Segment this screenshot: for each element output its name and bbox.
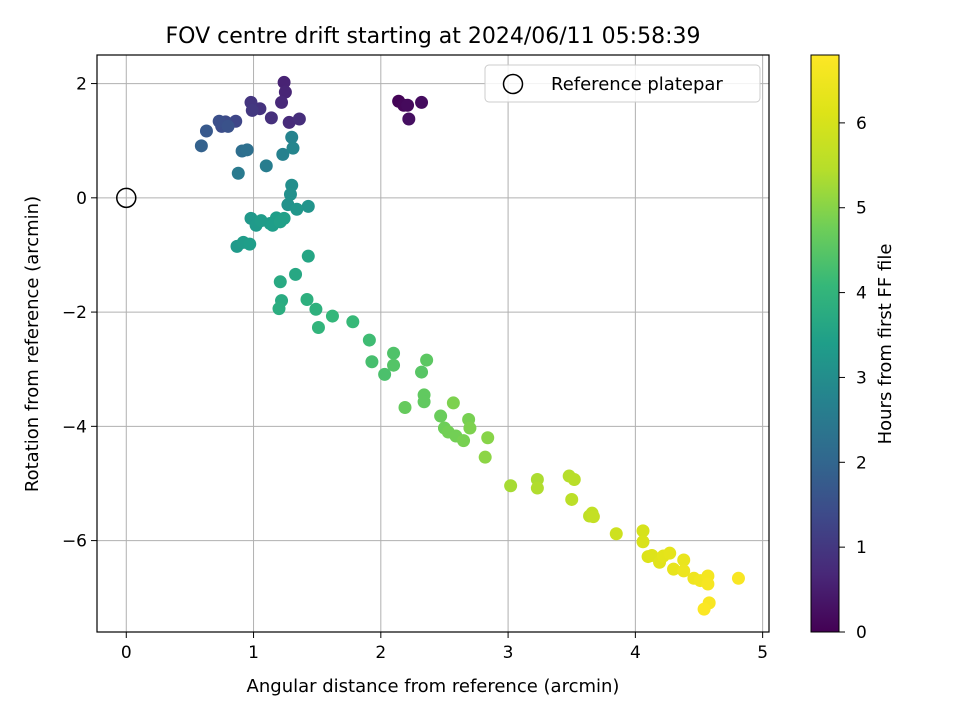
colorbar-tick-label: 1 [856,538,867,558]
data-point [282,115,296,129]
data-point [701,577,715,591]
colorbar-tick-label: 5 [856,199,867,219]
data-points [194,75,745,616]
x-axis-label: Angular distance from reference (arcmin) [247,676,620,697]
data-point [402,112,416,126]
x-tick-label: 3 [503,643,514,663]
data-point [677,564,691,578]
colorbar [810,54,840,633]
y-tick-label: −2 [62,303,87,323]
reference-marker [116,187,137,209]
data-point [463,421,477,435]
data-point [245,103,259,117]
colorbar-ticks: 0 1 2 3 4 5 6 [839,114,867,643]
data-point [301,249,315,263]
data-point [446,396,460,410]
reference-platepar-marker [116,187,137,209]
data-point [289,267,303,281]
data-point [221,119,235,133]
data-point [325,309,339,323]
data-point [586,510,600,524]
data-point [636,524,650,538]
colorbar-tick-label: 6 [856,114,867,134]
data-point [636,535,650,549]
data-point [667,562,681,576]
data-point [346,315,360,329]
colorbar-tick-label: 2 [856,453,867,473]
data-point [300,293,314,307]
legend-box [484,64,761,103]
data-point [609,527,623,541]
data-point [285,130,299,144]
data-point [278,85,292,99]
data-point [415,95,429,109]
data-point [311,321,325,335]
data-point [275,95,289,109]
data-point [677,553,691,567]
legend-marker-icon [502,73,524,95]
chart-title: FOV centre drift starting at 2024/06/11 … [166,24,701,49]
colorbar-label: Hours from first FF file [875,244,896,445]
legend-label: Reference platepar [551,74,723,95]
data-point [378,367,392,381]
data-point [240,143,254,157]
x-tick-label: 2 [375,643,386,663]
data-point [530,481,544,495]
colorbar-tick-label: 0 [856,623,867,643]
y-tick-label: 0 [76,189,87,209]
colorbar-tick-label: 4 [856,284,867,304]
data-point [362,333,376,347]
data-point [417,395,431,409]
data-point [457,434,471,448]
data-point [276,147,290,161]
data-point [434,409,448,423]
data-point [387,346,401,360]
x-tick-label: 1 [248,643,259,663]
data-point [567,472,581,486]
plot-frame [96,54,770,633]
x-axis-ticks: 0 1 2 3 4 5 [121,632,768,663]
data-point [565,492,579,506]
grid-lines [97,55,769,632]
data-point [273,275,287,289]
data-point [481,431,495,445]
y-tick-label: 2 [76,75,87,95]
data-point [401,98,415,112]
data-point [731,571,745,585]
data-point [478,450,492,464]
data-point [231,166,245,180]
data-point [243,237,257,251]
y-axis-ticks: −6 −4 −2 0 2 [62,75,97,552]
data-point [292,112,306,126]
y-tick-label: −4 [62,417,87,437]
data-point [277,211,291,225]
data-point [194,139,208,153]
data-point [286,141,300,155]
y-tick-label: −6 [62,532,87,552]
data-point [277,75,291,89]
data-point [199,124,213,138]
data-point [415,365,429,379]
y-axis-label: Rotation from reference (arcmin) [22,196,43,492]
data-point [697,602,711,616]
data-point [309,302,323,316]
data-point [504,479,518,493]
x-tick-label: 5 [757,643,768,663]
legend: Reference platepar [484,64,761,103]
data-point [283,187,297,201]
data-point [272,302,286,316]
data-point [301,199,315,213]
data-point [365,355,379,369]
data-point [259,159,273,173]
x-tick-label: 4 [630,643,641,663]
data-point [290,202,304,216]
data-point [420,353,434,367]
data-point [663,546,677,560]
x-tick-label: 0 [121,643,132,663]
colorbar-tick-label: 3 [856,368,867,388]
data-point [398,400,412,414]
data-point [264,111,278,125]
data-point [387,358,401,372]
